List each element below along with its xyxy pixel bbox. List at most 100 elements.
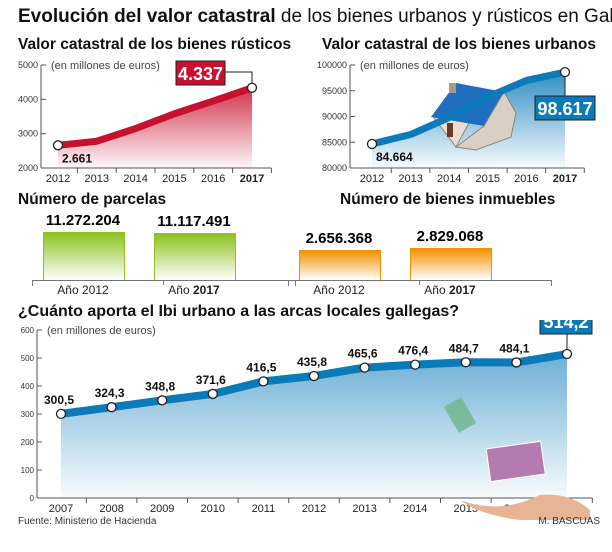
title-bold: Evolución del valor catastral (18, 6, 276, 27)
bar (299, 249, 381, 280)
data-point (410, 359, 421, 370)
y-tick-label: 100 (21, 466, 35, 475)
last-value-box (175, 60, 226, 86)
category-prefix: Año (168, 283, 193, 297)
euro-banknotes-image (485, 440, 546, 483)
bar (43, 232, 125, 280)
ibi-chart: 600 500 400 300 200 100 0 (en millones de euros… (21, 320, 593, 520)
category-prefix: Año (313, 283, 338, 297)
data-point (559, 66, 571, 78)
y-tick-label: 500 (21, 354, 35, 363)
first-value-label: 2.661 (62, 151, 92, 165)
category-year: 2017 (448, 283, 476, 297)
x-tick-label: 2013 (398, 173, 422, 185)
data-point (561, 348, 573, 360)
y-tick-label: 90000 (322, 112, 347, 122)
x-tick-label: 2007 (49, 503, 73, 515)
title-rest: de los bienes urbanos y rústicos en Gali… (275, 6, 612, 27)
value-label: 476,4 (398, 344, 428, 358)
first-value-label: 84.664 (376, 150, 413, 164)
x-tick-label: 2014 (437, 173, 461, 185)
unit-note: (en millones de euros) (360, 60, 469, 72)
house-wall (454, 91, 517, 151)
bar-value-label: 2.656.368 (305, 229, 373, 247)
x-tick-label: 2012 (360, 173, 384, 185)
y-tick-label: 80000 (322, 163, 347, 173)
data-point (460, 357, 471, 368)
y-tick-label: 100000 (317, 60, 347, 70)
urban-chart: 100000 95000 90000 85000 80000 (en millones d… (317, 60, 596, 185)
data-point (246, 82, 258, 93)
x-tick-label: 2013 (352, 503, 376, 515)
x-tick-label: 2012 (46, 173, 70, 185)
data-point (207, 388, 218, 400)
value-label: 371,6 (196, 373, 226, 387)
x-tick-label: 2014 (123, 173, 147, 185)
bar (410, 248, 492, 280)
last-value-label: 514,2 (543, 320, 588, 332)
x-tick-label: 2017 (553, 173, 577, 185)
value-label: 484,1 (499, 341, 529, 355)
x-tick-label: 2010 (201, 503, 225, 515)
data-point (52, 140, 64, 151)
y-tick-label: 600 (21, 326, 35, 335)
x-axis (32, 280, 296, 286)
x-tick-label: 2015 (162, 173, 186, 185)
y-tick-label: 5000 (18, 60, 38, 70)
data-point (511, 357, 522, 368)
house-chimney (449, 83, 456, 93)
y-tick-label: 400 (21, 382, 35, 391)
last-value-label: 4.337 (178, 64, 223, 84)
area-fill (61, 354, 567, 498)
bar-value-label: 11.117.491 (157, 212, 231, 230)
unit-note: (en millones de euros) (51, 60, 160, 72)
last-value-box (539, 320, 593, 335)
rustic-title: Valor catastral de los bienes rústicos (18, 36, 292, 53)
hand-image (460, 494, 590, 520)
category-year: 2017 (192, 283, 220, 297)
callout-line (225, 71, 253, 84)
house-door (447, 123, 453, 137)
x-tick-label: 2008 (99, 503, 123, 515)
y-tick-label: 0 (30, 494, 35, 503)
y-tick-label: 4000 (18, 94, 38, 104)
data-point (359, 362, 370, 373)
x-axis (288, 280, 552, 286)
urban-title: Valor catastral de los bienes urbanos (322, 36, 596, 53)
value-label: 465,6 (348, 347, 378, 361)
bar (154, 232, 236, 280)
data-point (106, 402, 117, 413)
x-tick-label: 2011 (252, 503, 276, 515)
y-tick-label: 85000 (322, 137, 347, 147)
rustic-chart: 5000 4000 3000 2000 (en millones de euros) 20… (18, 60, 272, 185)
y-tick-label: 3000 (18, 129, 38, 139)
data-point (308, 370, 320, 382)
y-tick-label: 95000 (322, 86, 347, 96)
source-text: Fuente: Ministerio de Hacienda (18, 516, 157, 527)
y-tick-label: 200 (21, 438, 35, 447)
value-label: 324,3 (95, 386, 125, 400)
x-tick-label: 2013 (85, 173, 109, 185)
last-value-label: 98.617 (537, 99, 592, 119)
x-tick-label: 2012 (302, 503, 326, 515)
x-tick (419, 280, 420, 285)
bar-category-label: Año 2012 (284, 283, 394, 297)
data-point (55, 408, 67, 420)
main-title: Evolución del valor catastral de los bie… (18, 6, 612, 28)
category-year: 2012 (81, 283, 109, 297)
bar-value-label: 11.272.204 (45, 212, 121, 229)
inmuebles-title: Número de bienes inmuebles (340, 191, 556, 208)
bar-value-label: 2.829.068 (416, 228, 484, 245)
y-tick-label: 2000 (18, 163, 38, 173)
category-prefix: Año (424, 283, 449, 297)
x-tick (163, 280, 164, 285)
x-tick-label: 2014 (403, 503, 427, 515)
y-tick-label: 300 (21, 410, 35, 419)
value-label: 484,7 (449, 341, 479, 355)
data-point (258, 376, 269, 387)
last-value-box (534, 95, 596, 121)
author-credit: M. BASCUAS (538, 516, 600, 527)
data-point (157, 395, 168, 406)
bar-category-label: Año 2017 (395, 283, 505, 297)
